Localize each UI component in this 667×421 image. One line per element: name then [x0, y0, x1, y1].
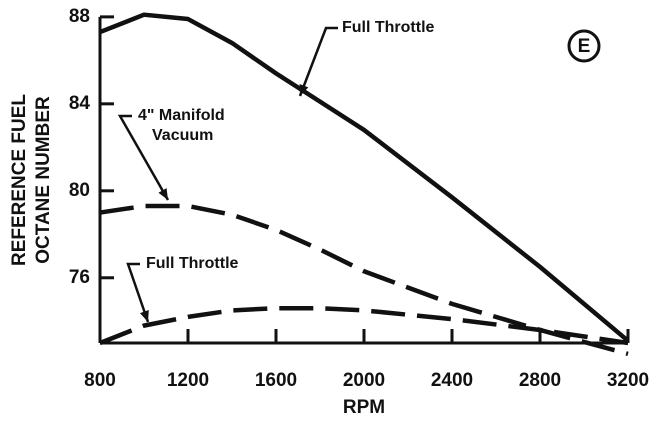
arrow-head [158, 188, 168, 200]
annotation: Full Throttle [342, 19, 435, 36]
annotation-arrow [298, 26, 338, 97]
panel-label: E [578, 36, 591, 57]
x-tick-label: 2800 [519, 370, 561, 391]
annotation-arrow [126, 262, 150, 323]
x-tick-label: 800 [84, 370, 116, 391]
x-axis-title: RPM [343, 397, 385, 418]
y-tick-label: 76 [69, 267, 90, 288]
x-tick-label: 2000 [343, 370, 385, 391]
arrow-head [299, 84, 309, 96]
line-series [99, 12, 630, 343]
y-tick-label: 88 [69, 6, 90, 27]
y-axis-title: REFERENCE FUEL [9, 94, 30, 266]
annotation: Vacuum [152, 127, 213, 144]
x-tick-label: 3200 [607, 370, 649, 391]
x-tick-label: 2400 [431, 370, 473, 391]
x-tick-label: 1200 [167, 370, 209, 391]
annotation: 4" Manifold [138, 107, 225, 124]
y-tick-label: 84 [69, 93, 91, 114]
line-series [99, 305, 629, 346]
y-axis-title: OCTANE NUMBER [33, 96, 54, 264]
annotation: Full Throttle [146, 255, 239, 272]
arrow-head [139, 310, 149, 322]
panel-label-circle [567, 29, 601, 63]
y-tick-label: 80 [69, 180, 90, 201]
annotation-arrow [117, 114, 170, 201]
x-tick-label: 1600 [255, 370, 297, 391]
line-series [99, 203, 629, 357]
